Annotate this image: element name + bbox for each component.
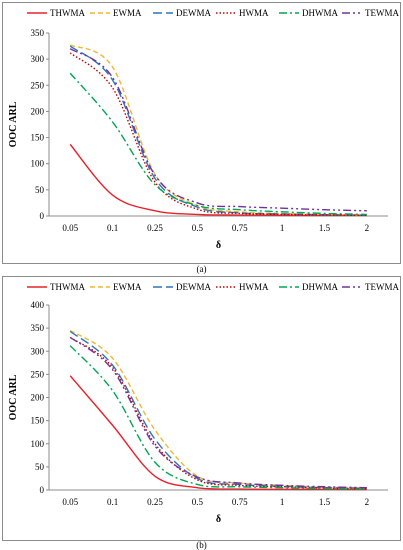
- x-tick-label: 1.5: [319, 223, 331, 233]
- series-line-hwma: [69, 52, 367, 217]
- legend-label: DHWMA: [302, 282, 338, 292]
- legend-item: EWMA: [90, 282, 142, 292]
- legend-label: TEWMA: [365, 282, 399, 292]
- x-tick-label: 0.1: [107, 497, 118, 507]
- legend-item: THWMA: [27, 282, 85, 292]
- legend-label: THWMA: [50, 282, 85, 292]
- y-tick-label: 300: [31, 346, 45, 356]
- legend-item: HWMA: [216, 8, 269, 18]
- y-tick-label: 100: [31, 159, 45, 169]
- x-tick-label: 0.5: [192, 497, 204, 507]
- legend-label: EWMA: [113, 282, 142, 292]
- y-tick-label: 0: [40, 211, 45, 221]
- series-line-tewma: [69, 48, 367, 212]
- series-line-dhwma: [69, 345, 367, 490]
- x-tick-label: 0.75: [232, 497, 248, 507]
- x-axis-title: δ: [216, 514, 221, 525]
- series-line-hwma: [69, 336, 367, 490]
- x-tick-label: 0.25: [147, 223, 163, 233]
- x-tick-label: 1: [280, 223, 285, 233]
- legend-label: DHWMA: [302, 8, 338, 18]
- y-tick-label: 350: [31, 323, 45, 333]
- legend-item: DHWMA: [279, 8, 338, 18]
- panel-caption-b: (b): [196, 540, 207, 550]
- y-tick-label: 50: [35, 462, 45, 472]
- x-tick-label: 2: [365, 497, 370, 507]
- chart-panel-b: 0 50 100 150 200 250 300 350 400 0.05 0.1 0.25 0.5 0.…: [2, 276, 401, 541]
- x-tick-label: 2: [365, 223, 370, 233]
- legend-item: DHWMA: [279, 282, 338, 292]
- series-line-tewma: [69, 336, 367, 489]
- legend-item: TEWMA: [342, 8, 399, 18]
- y-axis-title: OOC ARL: [8, 374, 19, 420]
- y-tick-label: 0: [40, 485, 45, 495]
- legend-item: HWMA: [216, 282, 269, 292]
- y-tick-label: 250: [31, 80, 45, 90]
- legend-item: TEWMA: [342, 282, 399, 292]
- y-tick-label: 150: [31, 133, 45, 143]
- legend-label: HWMA: [239, 282, 269, 292]
- y-tick-label: 200: [31, 393, 45, 403]
- series-line-ewma: [69, 329, 367, 489]
- series-line-dhwma: [69, 72, 367, 216]
- x-tick-label: 0.75: [232, 223, 248, 233]
- x-tick-label: 0.5: [192, 223, 204, 233]
- y-tick-label: 150: [31, 416, 45, 426]
- y-tick-label: 50: [35, 185, 45, 195]
- legend-label: DEWMA: [176, 282, 211, 292]
- legend-item: THWMA: [27, 8, 85, 18]
- y-axis-title: OOC ARL: [8, 101, 19, 147]
- x-tick-label: 0.05: [62, 497, 78, 507]
- x-tick-label: 1: [280, 497, 285, 507]
- y-tick-label: 300: [31, 54, 45, 64]
- legend-item: DEWMA: [153, 282, 211, 292]
- series-line-dewma: [69, 330, 367, 489]
- y-tick-label: 250: [31, 369, 45, 379]
- series-line-ewma: [69, 44, 367, 216]
- x-axis-title: δ: [216, 240, 221, 251]
- chart-a-svg: 0 50 100 150 200 250 300 350 0.05 0.1 0.25 0.5 0.75 1…: [8, 8, 399, 251]
- y-tick-label: 200: [31, 106, 45, 116]
- series-line-thwma: [69, 375, 367, 491]
- panel-caption-a: (a): [196, 264, 207, 274]
- legend-item: DEWMA: [153, 8, 211, 18]
- legend-label: THWMA: [50, 8, 85, 18]
- y-tick-label: 350: [31, 28, 45, 38]
- legend-item: EWMA: [90, 8, 142, 18]
- x-tick-label: 0.25: [147, 497, 163, 507]
- series-line-thwma: [69, 143, 367, 217]
- legend-label: DEWMA: [176, 8, 211, 18]
- chart-panel-a: 0 50 100 150 200 250 300 350 0.05 0.1 0.25 0.5 0.75 1…: [2, 2, 401, 264]
- legend-label: TEWMA: [365, 8, 399, 18]
- y-tick-label: 400: [31, 300, 45, 310]
- x-tick-label: 1.5: [319, 497, 331, 507]
- y-tick-label: 100: [31, 439, 45, 449]
- legend-label: HWMA: [239, 8, 269, 18]
- legend-label: EWMA: [113, 8, 142, 18]
- x-tick-label: 0.1: [107, 223, 118, 233]
- chart-b-svg: 0 50 100 150 200 250 300 350 400 0.05 0.1 0.25 0.5 0.…: [8, 282, 399, 525]
- series-line-dewma: [69, 45, 367, 216]
- x-tick-label: 0.05: [62, 223, 78, 233]
